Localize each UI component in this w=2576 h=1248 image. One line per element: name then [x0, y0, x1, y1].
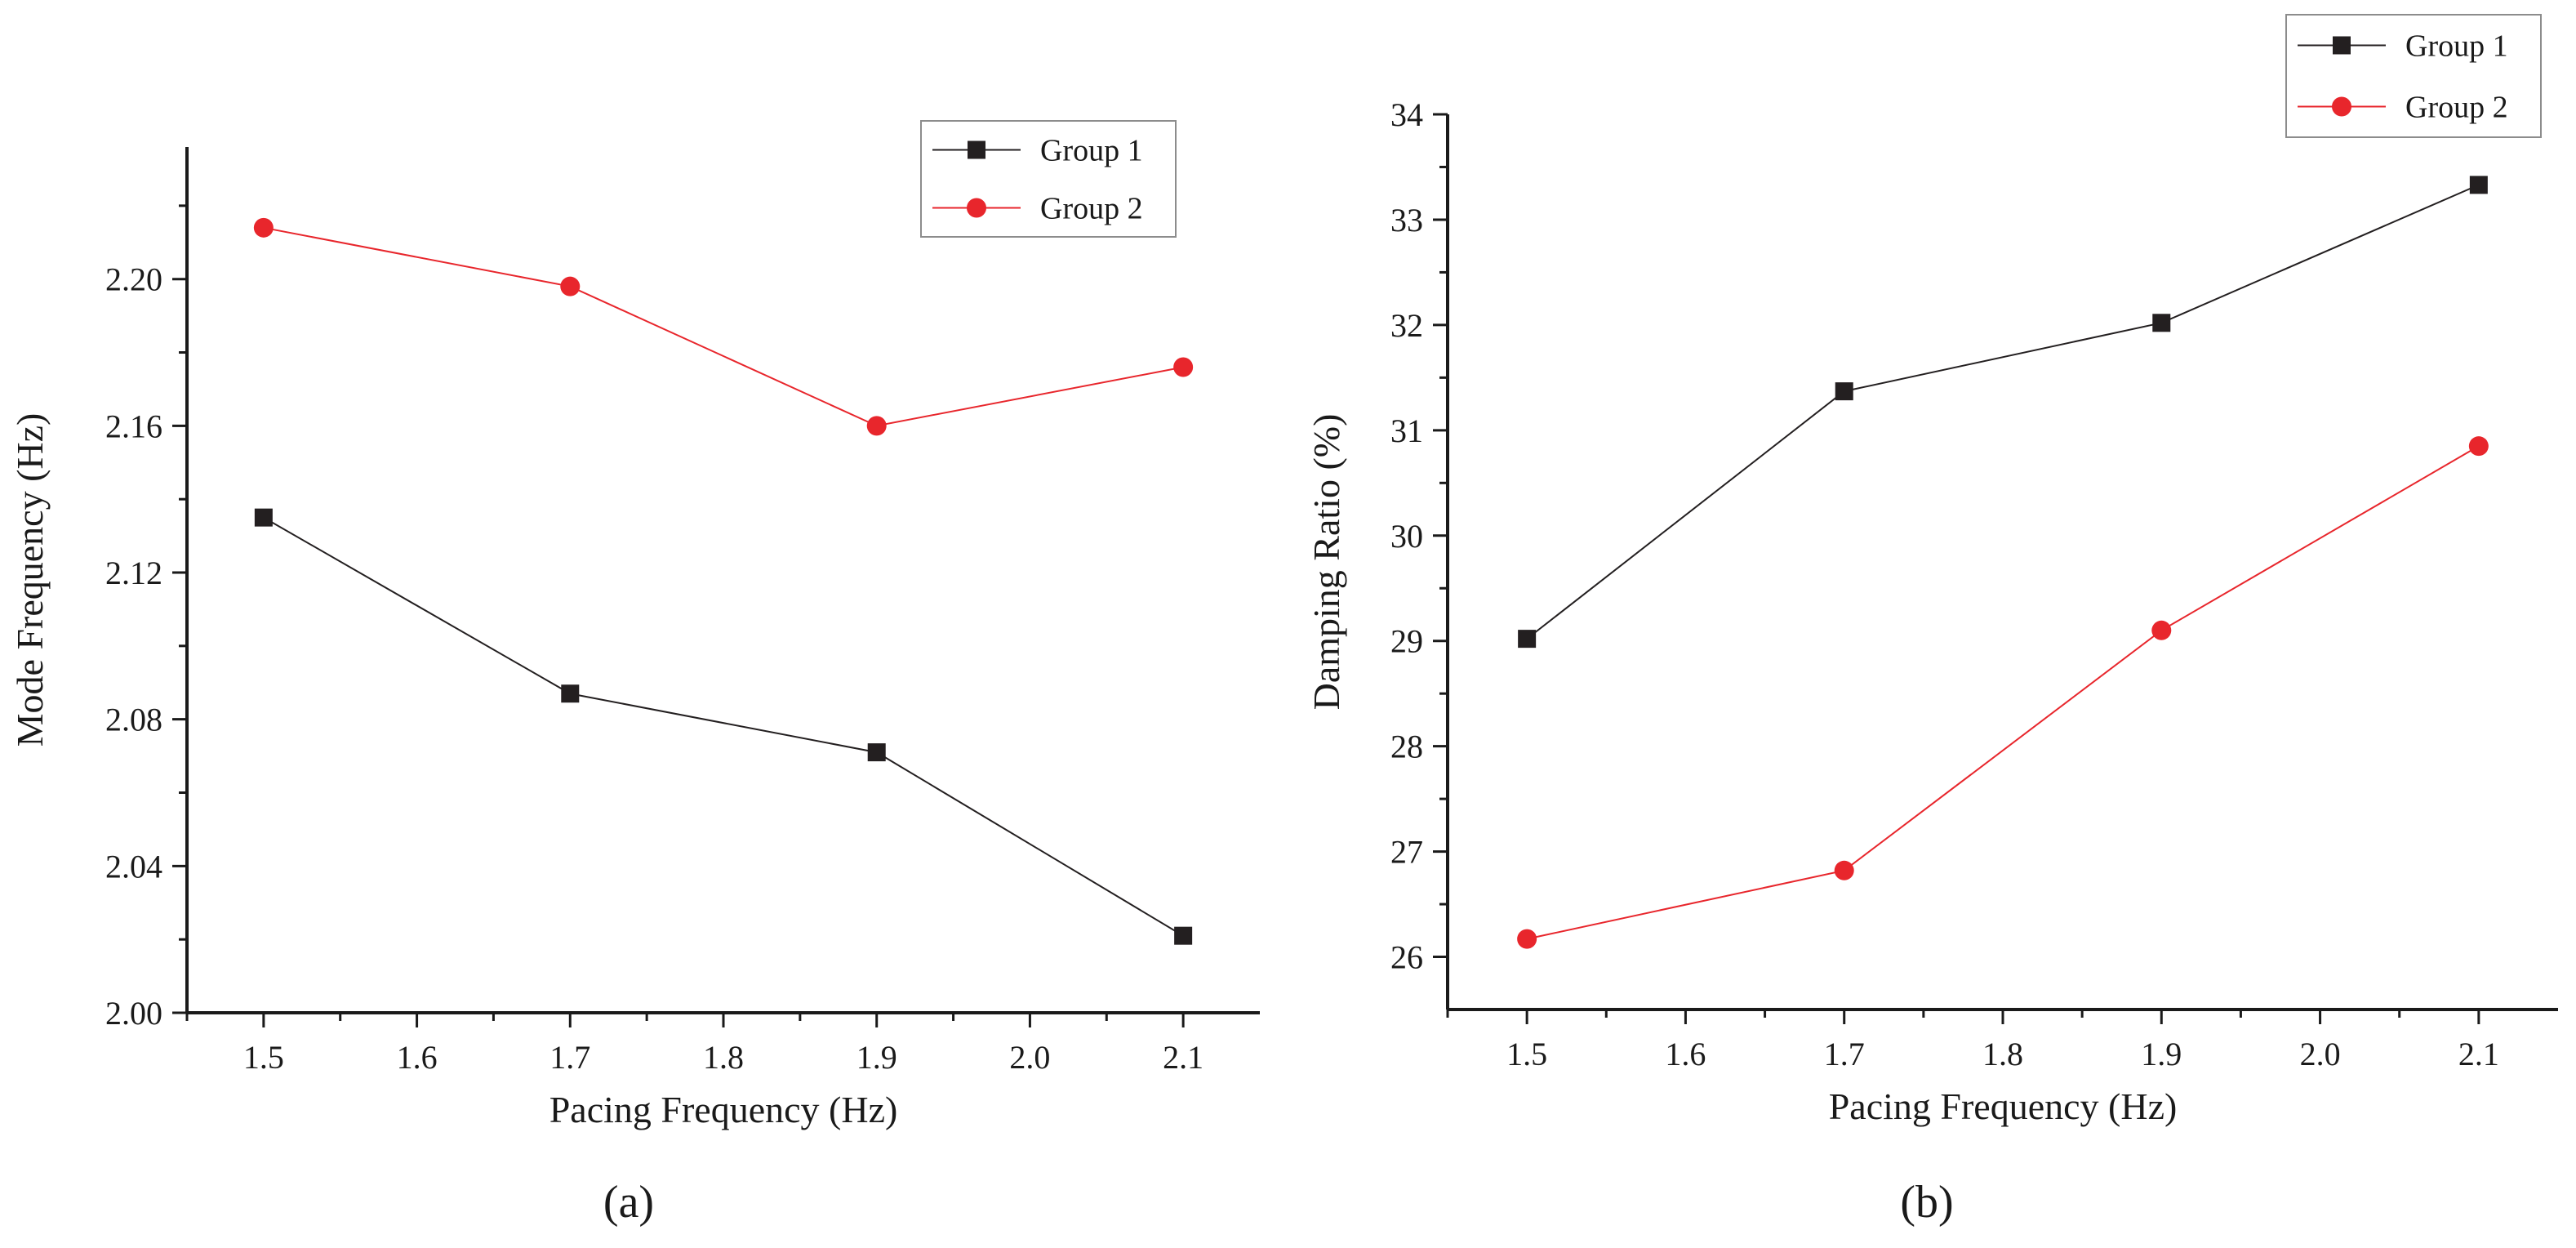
series-line-group-2: [263, 226, 1184, 427]
data-point-square: [1835, 382, 1853, 401]
legend-label: Group 2: [1040, 192, 1143, 226]
x-tick-label: 1.9: [2141, 1036, 2182, 1072]
y-axis-label: Damping Ratio (%): [1306, 414, 1347, 711]
legend-marker-circle: [2332, 96, 2351, 117]
data-point-circle: [2151, 620, 2172, 640]
legend-label: Group 1: [1040, 134, 1143, 168]
data-point-square: [1174, 926, 1193, 945]
series-line-group-1: [1526, 184, 2480, 640]
x-tick-label: 1.9: [856, 1039, 897, 1076]
y-tick-label: 34: [1390, 96, 1423, 133]
x-axis-label: Pacing Frequency (Hz): [549, 1089, 898, 1130]
panel-label: (a): [603, 1177, 654, 1228]
series-line-group-2: [1526, 445, 2480, 940]
legend-box: [2285, 14, 2542, 138]
y-tick-label: 27: [1390, 834, 1423, 871]
y-tick-label: 32: [1390, 307, 1423, 344]
chart-panel-b: 1.5 1.6 1.7 1.8 1.9 2.0 2.1 26 27 28 29 30 31 32 33 34 P…: [1306, 14, 2558, 1228]
y-tick-label: 26: [1390, 939, 1423, 976]
data-point-square: [561, 684, 580, 703]
y-tick-label: 29: [1390, 623, 1423, 660]
y-tick-label: 31: [1390, 412, 1423, 449]
y-tick-label: 2.20: [105, 261, 162, 298]
y-tick-label: 2.16: [105, 408, 162, 444]
y-tick-label: 2.08: [105, 702, 162, 738]
x-tick-label: 1.6: [397, 1039, 438, 1076]
legend: Group 1 Group 2: [2285, 14, 2542, 138]
data-point-square: [2469, 176, 2488, 194]
data-point-square: [254, 508, 273, 527]
x-tick-label: 1.8: [703, 1039, 744, 1076]
data-point-circle: [253, 217, 274, 238]
legend-box: [920, 120, 1177, 238]
data-point-circle: [1517, 929, 1537, 949]
legend-marker-square: [968, 140, 985, 159]
series-line-group-1: [263, 516, 1184, 937]
x-tick-label: 1.5: [243, 1039, 284, 1076]
y-tick-label: 2.12: [105, 555, 162, 591]
y-tick-label: 2.00: [105, 995, 162, 1032]
data-point-circle: [560, 276, 581, 296]
data-point-circle: [1834, 860, 1854, 880]
x-tick-label: 1.8: [1982, 1036, 2023, 1072]
chart-panel-a: 1.5 1.6 1.7 1.8 1.9 2.0 2.1 2.00 2.04 2.08 2.12 2.1…: [9, 120, 1260, 1228]
data-point-square: [867, 743, 886, 762]
x-tick-label: 2.0: [2300, 1036, 2341, 1072]
panel-label: (b): [1900, 1177, 1953, 1228]
legend-marker-circle: [967, 198, 986, 218]
data-point-circle: [2468, 436, 2489, 457]
y-tick-label: 33: [1390, 202, 1423, 238]
data-point-circle: [1173, 357, 1194, 377]
data-point-circle: [866, 416, 887, 436]
legend-marker-square: [2333, 36, 2351, 55]
x-tick-label: 1.7: [549, 1039, 590, 1076]
x-tick-label: 2.0: [1009, 1039, 1050, 1076]
data-point-square: [1518, 630, 1537, 649]
legend-label: Group 1: [2405, 29, 2508, 64]
x-tick-label: 2.1: [1163, 1039, 1203, 1076]
x-axis-label: Pacing Frequency (Hz): [1829, 1085, 2178, 1127]
legend: Group 1 Group 2: [920, 120, 1177, 238]
x-tick-label: 1.6: [1665, 1036, 1706, 1072]
legend-label: Group 2: [2405, 91, 2508, 125]
x-tick-label: 1.7: [1824, 1036, 1865, 1072]
y-tick-label: 28: [1390, 729, 1423, 765]
x-tick-label: 1.5: [1506, 1036, 1547, 1072]
y-tick-label: 30: [1390, 518, 1423, 555]
data-point-square: [2152, 314, 2171, 332]
x-tick-label: 2.1: [2458, 1036, 2499, 1072]
y-tick-label: 2.04: [105, 848, 162, 885]
y-axis-label: Mode Frequency (Hz): [9, 413, 51, 747]
